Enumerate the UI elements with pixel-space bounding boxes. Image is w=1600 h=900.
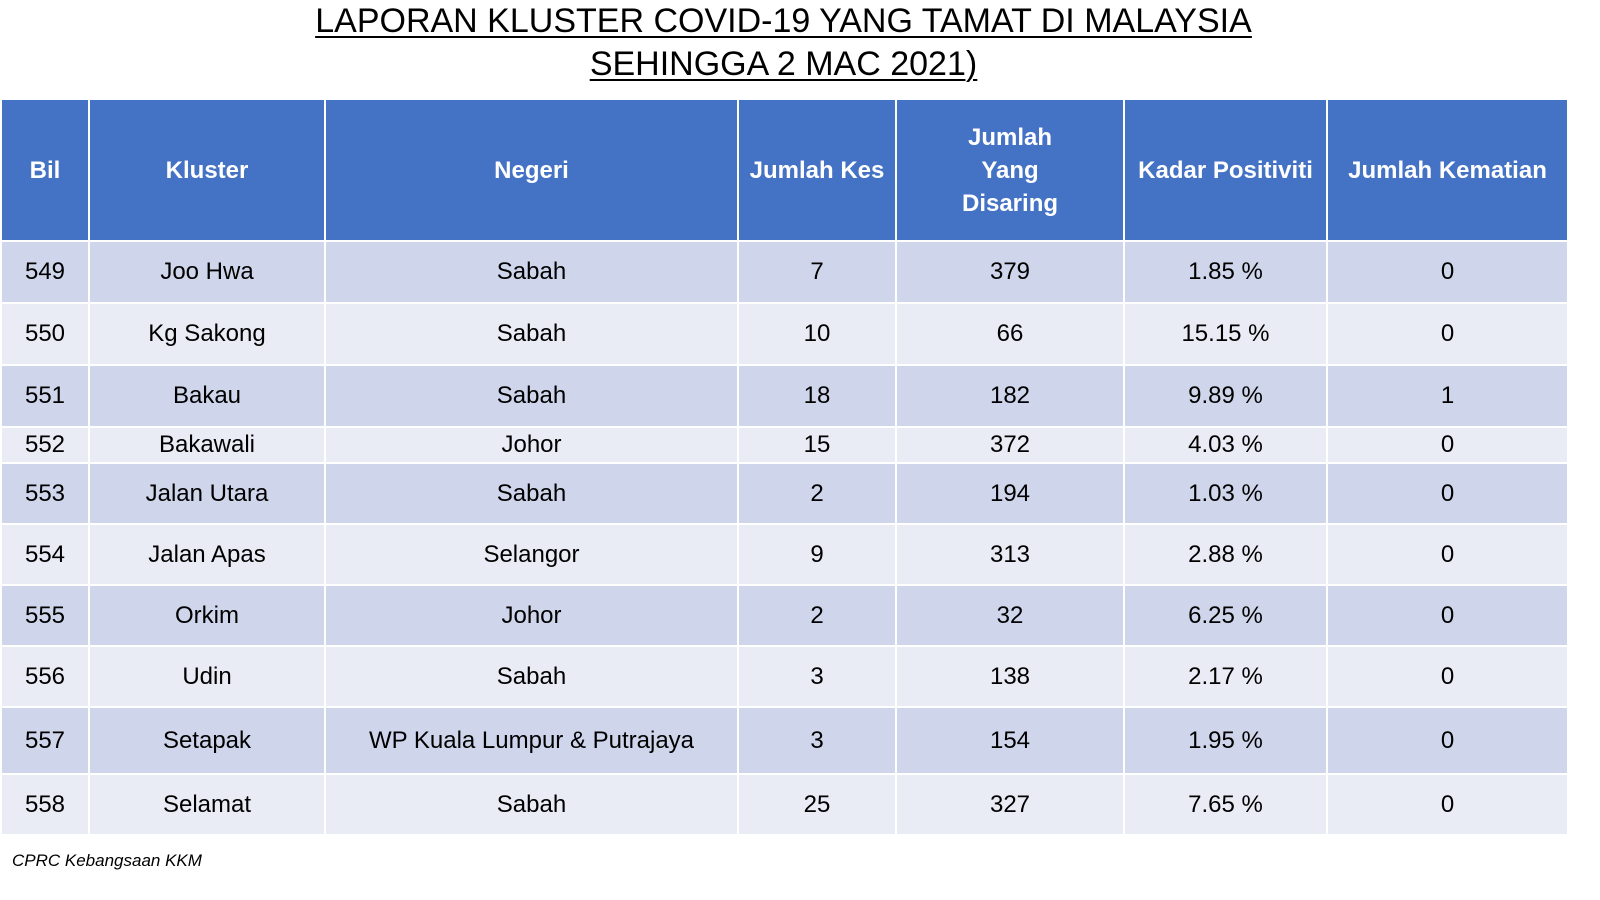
table-row: 554 Jalan Apas Selangor 9 313 2.88 % 0 xyxy=(0,523,1569,586)
header-jumlah-kematian: Jumlah Kematian xyxy=(1326,98,1569,242)
table-row: 557 Setapak WP Kuala Lumpur & Putrajaya 3 15… xyxy=(0,706,1569,775)
cell-kluster: Jalan Apas xyxy=(88,523,326,586)
cell-jumlah-kematian: 0 xyxy=(1326,302,1569,366)
table-header-row: Bil Kluster Negeri Jumlah Kes Jumlah Yan… xyxy=(0,98,1569,242)
cell-jumlah-disaring: 182 xyxy=(895,364,1125,428)
cell-kluster: Setapak xyxy=(88,706,326,775)
cell-kadar-positiviti: 15.15 % xyxy=(1123,302,1328,366)
table-row: 555 Orkim Johor 2 32 6.25 % 0 xyxy=(0,584,1569,647)
header-bil: Bil xyxy=(0,98,90,242)
cell-bil: 553 xyxy=(0,462,90,525)
cell-jumlah-kematian: 1 xyxy=(1326,364,1569,428)
cell-jumlah-kes: 10 xyxy=(737,302,897,366)
cell-bil: 555 xyxy=(0,584,90,647)
cell-negeri: Sabah xyxy=(324,462,739,525)
header-jumlah-kes: Jumlah Kes xyxy=(737,98,897,242)
header-jumlah-disaring: Jumlah Yang Disaring xyxy=(895,98,1125,242)
page-title: LAPORAN KLUSTER COVID-19 YANG TAMAT DI M… xyxy=(0,0,1567,86)
cell-negeri: Sabah xyxy=(324,364,739,428)
cell-kadar-positiviti: 1.85 % xyxy=(1123,240,1328,304)
table-row: 558 Selamat Sabah 25 327 7.65 % 0 xyxy=(0,773,1569,836)
cell-jumlah-disaring: 32 xyxy=(895,584,1125,647)
header-kluster: Kluster xyxy=(88,98,326,242)
table-row: 550 Kg Sakong Sabah 10 66 15.15 % 0 xyxy=(0,302,1569,366)
cell-negeri: WP Kuala Lumpur & Putrajaya xyxy=(324,706,739,775)
cell-jumlah-kematian: 0 xyxy=(1326,523,1569,586)
cell-kluster: Jalan Utara xyxy=(88,462,326,525)
cell-jumlah-kes: 3 xyxy=(737,706,897,775)
cell-jumlah-kes: 9 xyxy=(737,523,897,586)
cell-kadar-positiviti: 4.03 % xyxy=(1123,426,1328,464)
table-row: 556 Udin Sabah 3 138 2.17 % 0 xyxy=(0,645,1569,708)
cell-kadar-positiviti: 1.03 % xyxy=(1123,462,1328,525)
cell-jumlah-kes: 25 xyxy=(737,773,897,836)
cell-bil: 557 xyxy=(0,706,90,775)
cell-jumlah-kematian: 0 xyxy=(1326,462,1569,525)
cell-kadar-positiviti: 7.65 % xyxy=(1123,773,1328,836)
cell-negeri: Sabah xyxy=(324,302,739,366)
cell-kadar-positiviti: 6.25 % xyxy=(1123,584,1328,647)
header-kadar-positiviti: Kadar Positiviti xyxy=(1123,98,1328,242)
cell-jumlah-disaring: 194 xyxy=(895,462,1125,525)
cell-bil: 551 xyxy=(0,364,90,428)
table-row: 553 Jalan Utara Sabah 2 194 1.03 % 0 xyxy=(0,462,1569,525)
title-line-1: LAPORAN KLUSTER COVID-19 YANG TAMAT DI M… xyxy=(315,2,1252,40)
cell-negeri: Sabah xyxy=(324,773,739,836)
cell-negeri: Selangor xyxy=(324,523,739,586)
cell-kluster: Bakau xyxy=(88,364,326,428)
cell-kluster: Joo Hwa xyxy=(88,240,326,304)
cell-negeri: Sabah xyxy=(324,240,739,304)
cell-kadar-positiviti: 2.88 % xyxy=(1123,523,1328,586)
cell-kluster: Orkim xyxy=(88,584,326,647)
cell-bil: 552 xyxy=(0,426,90,464)
cell-kadar-positiviti: 2.17 % xyxy=(1123,645,1328,708)
cluster-table: Bil Kluster Negeri Jumlah Kes Jumlah Yan… xyxy=(0,98,1569,836)
cell-negeri: Johor xyxy=(324,584,739,647)
cell-jumlah-disaring: 154 xyxy=(895,706,1125,775)
cell-kluster: Kg Sakong xyxy=(88,302,326,366)
cell-jumlah-kes: 18 xyxy=(737,364,897,428)
cell-jumlah-kes: 2 xyxy=(737,584,897,647)
cell-jumlah-disaring: 66 xyxy=(895,302,1125,366)
cell-jumlah-kes: 15 xyxy=(737,426,897,464)
cell-jumlah-kematian: 0 xyxy=(1326,584,1569,647)
cell-jumlah-kematian: 0 xyxy=(1326,773,1569,836)
header-negeri: Negeri xyxy=(324,98,739,242)
cell-bil: 549 xyxy=(0,240,90,304)
cell-bil: 556 xyxy=(0,645,90,708)
cell-jumlah-kematian: 0 xyxy=(1326,426,1569,464)
table-row: 551 Bakau Sabah 18 182 9.89 % 1 xyxy=(0,364,1569,428)
source-footnote: CPRC Kebangsaan KKM xyxy=(12,851,202,870)
cell-jumlah-kes: 2 xyxy=(737,462,897,525)
cell-jumlah-kematian: 0 xyxy=(1326,706,1569,775)
cell-jumlah-disaring: 379 xyxy=(895,240,1125,304)
cell-kluster: Udin xyxy=(88,645,326,708)
cell-bil: 558 xyxy=(0,773,90,836)
cell-jumlah-kes: 7 xyxy=(737,240,897,304)
cell-negeri: Sabah xyxy=(324,645,739,708)
cell-jumlah-disaring: 372 xyxy=(895,426,1125,464)
cell-negeri: Johor xyxy=(324,426,739,464)
cell-bil: 550 xyxy=(0,302,90,366)
cell-jumlah-disaring: 138 xyxy=(895,645,1125,708)
cell-jumlah-kes: 3 xyxy=(737,645,897,708)
cell-jumlah-disaring: 327 xyxy=(895,773,1125,836)
cell-kadar-positiviti: 9.89 % xyxy=(1123,364,1328,428)
table-row: 549 Joo Hwa Sabah 7 379 1.85 % 0 xyxy=(0,240,1569,304)
table-row: 552 Bakawali Johor 15 372 4.03 % 0 xyxy=(0,426,1569,464)
cell-kluster: Bakawali xyxy=(88,426,326,464)
title-line-2: SEHINGGA 2 MAC 2021) xyxy=(589,45,978,83)
cell-kadar-positiviti: 1.95 % xyxy=(1123,706,1328,775)
cell-jumlah-disaring: 313 xyxy=(895,523,1125,586)
cell-jumlah-kematian: 0 xyxy=(1326,240,1569,304)
cell-jumlah-kematian: 0 xyxy=(1326,645,1569,708)
cell-kluster: Selamat xyxy=(88,773,326,836)
cell-bil: 554 xyxy=(0,523,90,586)
